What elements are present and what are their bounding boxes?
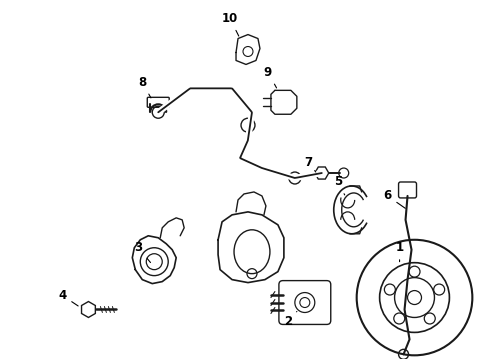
Text: 5: 5 <box>334 175 345 195</box>
Text: 9: 9 <box>264 66 276 88</box>
Text: 1: 1 <box>395 241 404 262</box>
Text: 7: 7 <box>304 156 316 172</box>
Text: 3: 3 <box>134 241 150 262</box>
Text: 6: 6 <box>384 189 405 208</box>
Text: 10: 10 <box>222 12 239 36</box>
Text: 4: 4 <box>58 289 78 306</box>
Text: 2: 2 <box>284 311 297 328</box>
Text: 8: 8 <box>138 76 151 98</box>
